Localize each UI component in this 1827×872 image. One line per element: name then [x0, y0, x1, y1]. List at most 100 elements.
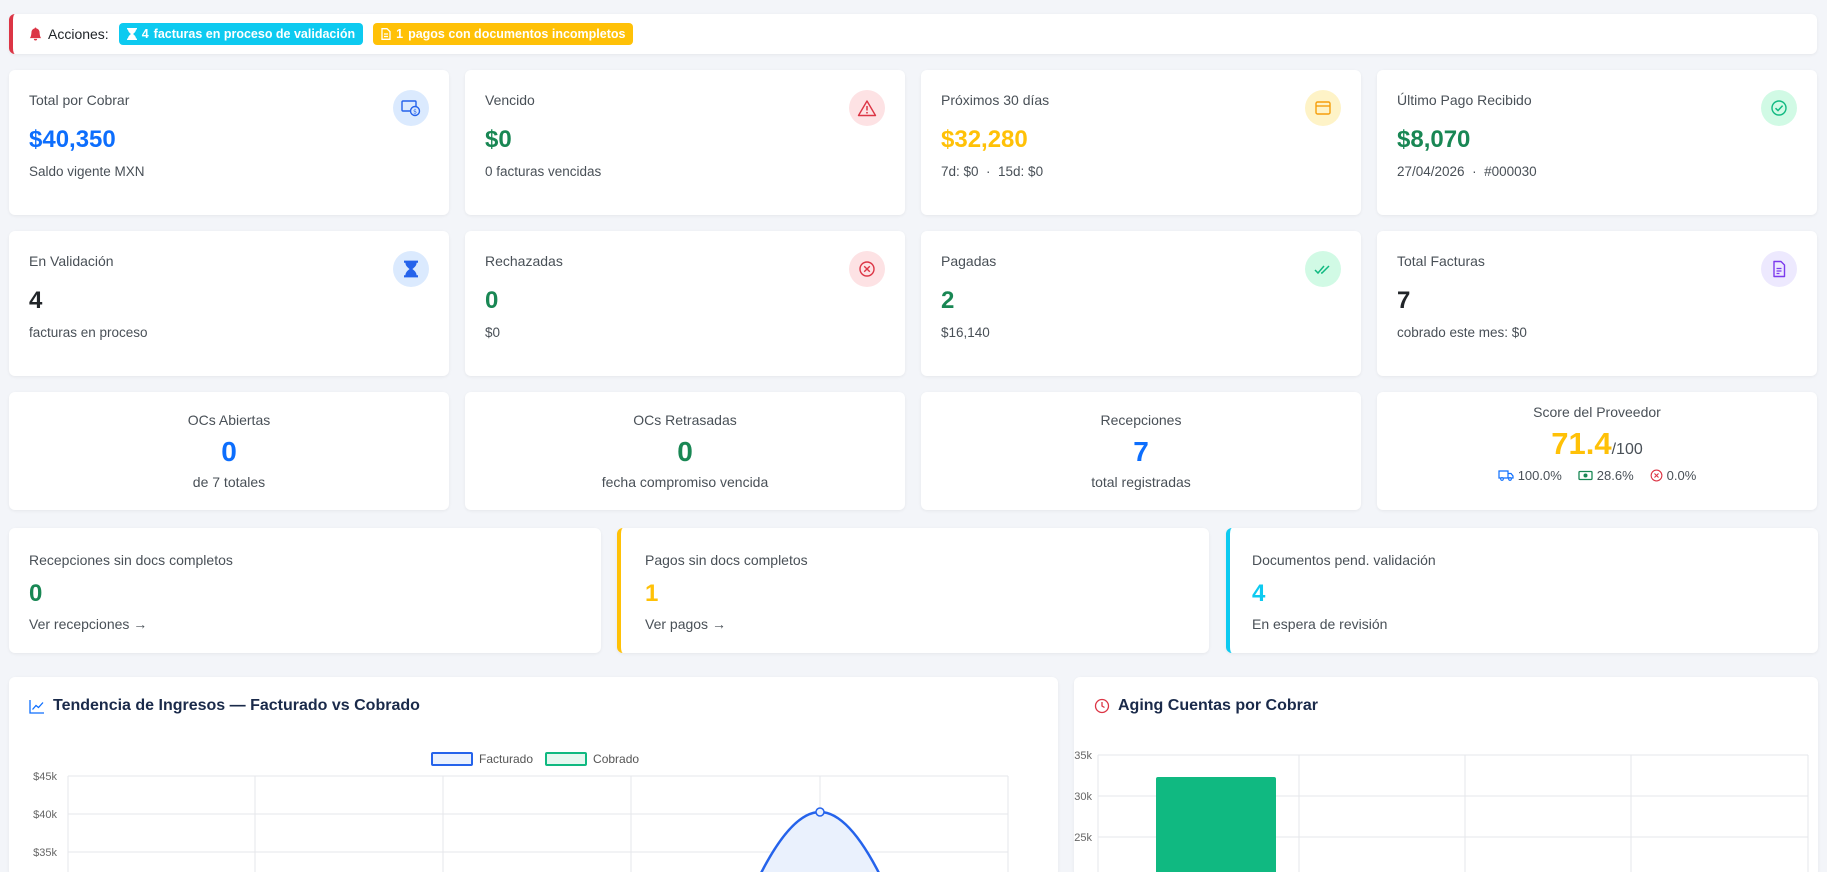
- card-sub: fecha compromiso vencida: [601, 474, 769, 490]
- validation-count: 4: [141, 27, 149, 41]
- actions-alert: Acciones: 4 facturas en proceso de valid…: [9, 14, 1817, 54]
- card-title: Recepciones: [1100, 412, 1182, 428]
- trend-ytick-35k: $35k: [33, 847, 57, 859]
- kpi-ultimo-pago: Último Pago Recibido $8,070 27/04/2026 ·…: [1377, 70, 1817, 215]
- kpi-value: $0: [485, 126, 512, 153]
- facturado-area: [761, 812, 879, 872]
- kpi-sub: 27/04/2026 · #000030: [1397, 164, 1537, 179]
- aging-bar-current[interactable]: [1156, 777, 1276, 872]
- legend-swatch-facturado: [431, 752, 473, 766]
- card-value: 4: [1252, 580, 1266, 607]
- kpi-en-validacion: En Validación 4 facturas en proceso: [9, 231, 449, 376]
- score-title: Score del Proveedor: [1533, 404, 1661, 420]
- payments-text: pagos con documentos incompletos: [408, 27, 626, 41]
- card-value: 1: [645, 580, 659, 607]
- legend-facturado[interactable]: Facturado: [479, 752, 534, 766]
- kpi-title: Rechazadas: [485, 253, 563, 269]
- kpi-title: Último Pago Recibido: [1397, 92, 1532, 108]
- validation-badge[interactable]: 4 facturas en proceso de validación: [118, 23, 364, 45]
- truck-icon: [1498, 470, 1514, 481]
- x-circle-icon: [1650, 469, 1663, 482]
- card-value: 0: [29, 580, 43, 607]
- score-value: 71.4: [1551, 426, 1612, 461]
- aging-ytick-30k: $30k: [1074, 791, 1092, 803]
- legend-swatch-cobrado: [545, 752, 588, 766]
- kpi-title: En Validación: [29, 253, 114, 269]
- card-title: OCs Retrasadas: [633, 412, 737, 428]
- kpi-title: Total por Cobrar: [29, 92, 130, 108]
- card-sub: de 7 totales: [192, 474, 266, 490]
- validation-text: facturas en proceso de validación: [153, 27, 356, 41]
- payments-count: 1: [396, 27, 404, 41]
- cash-icon: [1578, 470, 1593, 481]
- aging-title: Aging Cuentas por Cobrar: [1118, 697, 1319, 714]
- hourglass-icon: [393, 251, 429, 287]
- kpi-rechazadas: Rechazadas 0 $0: [465, 231, 905, 376]
- score-metric-delivery: 100.0%: [1517, 468, 1562, 483]
- kpi-sub: 0 facturas vencidas: [485, 164, 602, 179]
- trend-legend: Facturado Cobrado: [431, 752, 639, 766]
- card-title: Documentos pend. validación: [1252, 552, 1436, 568]
- score-metric-rejection: 0.0%: [1666, 468, 1697, 483]
- trend-ytick-40k: $40k: [33, 809, 57, 821]
- kpi-title: Próximos 30 días: [941, 92, 1050, 108]
- kpi-sub: Saldo vigente MXN: [29, 164, 145, 179]
- score-metric-payment: 28.6%: [1596, 468, 1634, 483]
- kpi-sub: $16,140: [941, 325, 990, 340]
- card-value: 0: [221, 436, 237, 467]
- kpi-title: Total Facturas: [1397, 253, 1485, 269]
- card-recepciones-sin-docs: Recepciones sin docs completos 0 Ver rec…: [9, 528, 601, 653]
- clock-icon: [1094, 698, 1110, 714]
- aging-ytick-35k: $35k: [1074, 750, 1092, 762]
- ver-pagos-link[interactable]: Ver pagos →: [645, 616, 726, 632]
- hourglass-icon: [126, 28, 137, 40]
- kpi-sub: 7d: $0 · 15d: $0: [941, 164, 1044, 179]
- kpi-value: 7: [1397, 287, 1411, 314]
- kpi-title: Pagadas: [941, 253, 997, 269]
- kpi-value: 2: [941, 287, 955, 314]
- svg-text:$: $: [413, 109, 417, 116]
- warning-icon: [849, 90, 885, 126]
- kpi-title: Vencido: [485, 92, 535, 108]
- kpi-total-por-cobrar: Total por Cobrar $40,350 Saldo vigente M…: [9, 70, 449, 215]
- card-sub: total registradas: [1091, 474, 1191, 490]
- bell-icon: [29, 27, 42, 41]
- card-pagos-sin-docs: Pagos sin docs completos 1 Ver pagos →: [617, 528, 1209, 653]
- ver-recepciones-link[interactable]: Ver recepciones →: [29, 616, 148, 632]
- legend-cobrado[interactable]: Cobrado: [593, 752, 640, 766]
- kpi-value: $8,070: [1397, 126, 1471, 153]
- actions-label: Acciones:: [48, 26, 109, 42]
- cash-icon: $: [393, 90, 429, 126]
- aging-ytick-25k: $25k: [1074, 832, 1092, 844]
- kpi-value: 4: [29, 287, 43, 314]
- calendar-icon: [1305, 90, 1341, 126]
- kpi-total-facturas: Total Facturas 7 cobrado este mes: $0: [1377, 231, 1817, 376]
- card-title: OCs Abiertas: [187, 412, 271, 428]
- document-icon: [381, 28, 391, 40]
- trend-panel: Tendencia de Ingresos — Facturado vs Cob…: [9, 677, 1058, 872]
- trend-title: Tendencia de Ingresos — Facturado vs Cob…: [53, 697, 420, 714]
- payments-badge[interactable]: 1 pagos con documentos incompletos: [373, 23, 634, 45]
- card-ocs-retrasadas[interactable]: OCs Retrasadas 0 fecha compromiso vencid…: [465, 392, 905, 510]
- kpi-sub: cobrado este mes: $0: [1397, 325, 1527, 340]
- score-max: /100: [1611, 441, 1643, 458]
- kpi-sub: facturas en proceso: [29, 325, 148, 340]
- card-score-proveedor: Score del Proveedor 71.4/100 100.0% 28.6…: [1377, 392, 1817, 510]
- line-chart-icon: [29, 699, 44, 714]
- card-recepciones[interactable]: Recepciones 7 total registradas: [921, 392, 1361, 510]
- facturado-point[interactable]: [815, 807, 825, 817]
- card-title: Recepciones sin docs completos: [29, 552, 233, 568]
- kpi-pagadas: Pagadas 2 $16,140: [921, 231, 1361, 376]
- aging-chart: $35k $30k $25k: [1074, 750, 1809, 872]
- card-ocs-abiertas[interactable]: OCs Abiertas 0 de 7 totales: [9, 392, 449, 510]
- kpi-value: $32,280: [941, 126, 1028, 153]
- card-value: 0: [677, 436, 693, 467]
- kpi-sub: $0: [485, 325, 501, 340]
- x-circle-icon: [849, 251, 885, 287]
- kpi-value: $40,350: [29, 126, 116, 153]
- aging-panel: Aging Cuentas por Cobrar $35k $30k $25k: [1074, 677, 1818, 872]
- card-value: 7: [1133, 436, 1149, 467]
- kpi-proximos-30: Próximos 30 días $32,280 7d: $0 · 15d: $…: [921, 70, 1361, 215]
- card-title: Pagos sin docs completos: [645, 552, 808, 568]
